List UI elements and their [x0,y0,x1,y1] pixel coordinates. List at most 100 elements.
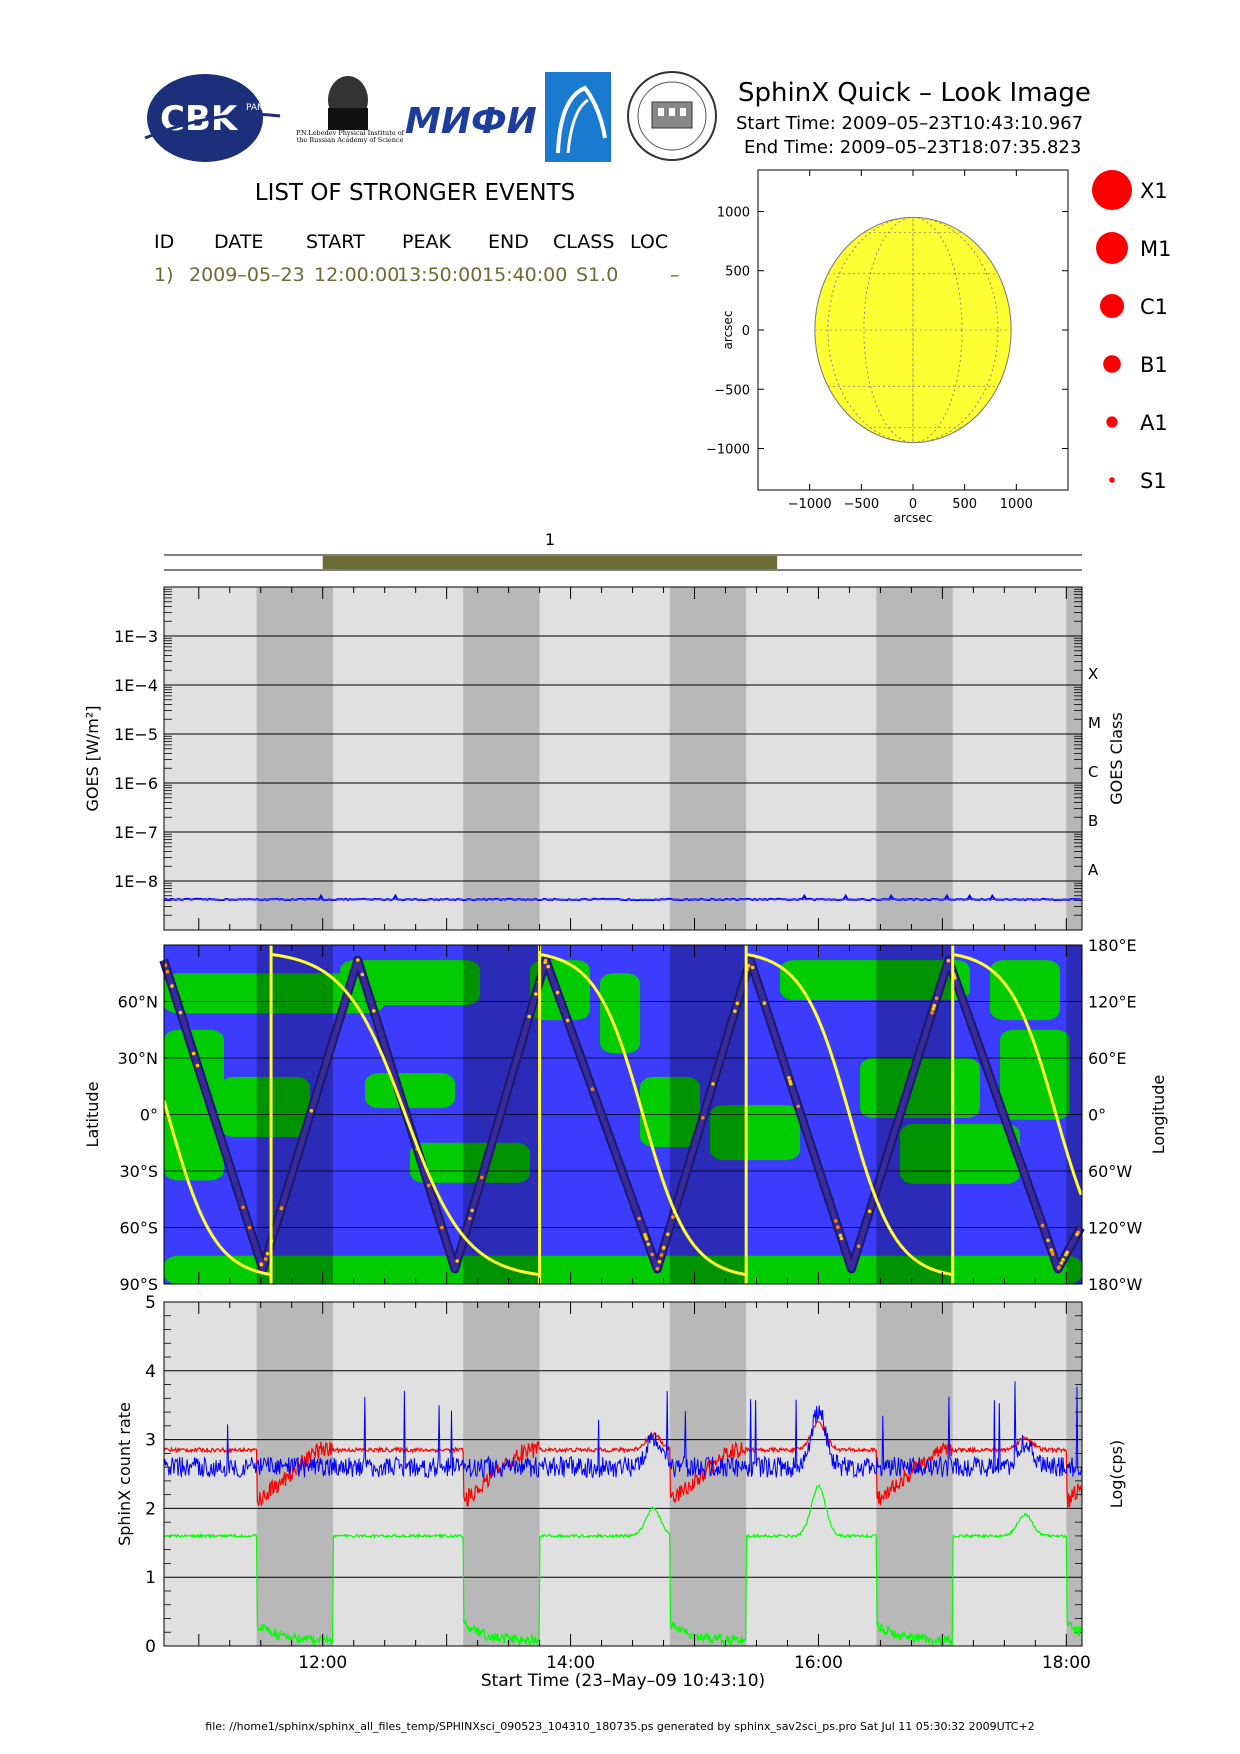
track-intensity-dot [671,1215,675,1219]
disk-ytick-label: −1000 [706,443,750,458]
legend-label: S1 [1140,469,1167,493]
cbk-logo: CBK PAN [144,74,281,162]
logos-svg: CBK PAN P.N.Lebedev Physical Institute o… [144,71,717,162]
track-intensity-dot [426,1183,431,1188]
track-intensity-dot [440,1225,444,1230]
map-land [410,1142,530,1183]
longitude-ylabel: Longitude [1149,1075,1168,1155]
track-intensity-dot [931,1007,935,1011]
goes-ylabel-right: GOES Class [1107,712,1126,804]
sphinx-shadow-band [669,1302,747,1646]
goes-frame [163,586,1083,931]
disk-ylabel: arcsec [721,311,735,350]
map-land [990,960,1060,1021]
track-intensity-dot [264,1257,268,1261]
sphinx-xlabel: Start Time (23–May–09 10:43:10) [481,1671,765,1691]
goes-shadow-band [1066,587,1082,930]
track-intensity-dot [356,958,360,962]
legend-dot [1100,294,1124,318]
latitude-tick-label: 90°S [119,1275,158,1294]
track-intensity-dot [241,1205,245,1210]
longitude-tick-label: 180°E [1088,936,1137,955]
track-intensity-dot [789,1082,793,1086]
track-intensity-dot [637,1216,641,1221]
track-intensity-dot [360,972,365,977]
track-intensity-dot [565,1018,570,1023]
goes-class-label: M [1088,714,1101,732]
legend-label: X1 [1140,179,1168,203]
track-intensity-dot [946,959,951,963]
sphinx-xtick-label: 16:00 [794,1653,843,1673]
col-start: START [306,231,365,253]
track-intensity-dot [750,965,755,970]
goes-ytick-label: 1E−3 [114,627,158,646]
end-time: End Time: 2009–05–23T18:07:35.823 [744,137,1082,158]
event-bar [322,556,778,569]
track-intensity-dot [170,984,174,988]
track-intensity-dot [932,1003,937,1008]
latitude-ylabel: Latitude [83,1082,102,1148]
sphinx-shadow-band [256,1302,334,1646]
event-id: 1) [154,264,174,286]
track-intensity-dot [195,1063,200,1068]
track-intensity-dot [534,992,538,996]
goes-class-label: B [1088,812,1098,830]
disk-xtick-label: 1000 [1000,497,1033,512]
track-intensity-dot [309,1109,314,1113]
goes-class-label: A [1088,861,1099,879]
sphinx-ylabel: SphinX count rate [115,1402,134,1546]
legend-dot [1092,170,1132,210]
sphinx-ytick-label: 0 [145,1637,156,1657]
track-intensity-dot [178,1010,183,1015]
longitude-tick-label: 60°E [1088,1049,1126,1068]
legend-label: M1 [1140,237,1171,261]
disk-xtick-label: −500 [843,497,879,512]
track-intensity-dot [1075,1232,1079,1237]
legend-label: B1 [1140,353,1168,377]
event-peak: 13:50:00 [397,264,483,286]
longitude-tick-label: 60°W [1088,1162,1132,1181]
track-intensity-dot [590,1087,595,1091]
track-intensity-dot [247,1226,252,1230]
map-land [600,973,640,1054]
track-intensity-dot [662,1245,666,1250]
track-intensity-dot [455,1259,460,1263]
sphinx-ytick-label: 1 [145,1568,156,1588]
disk-ytick-label: 1000 [717,205,750,220]
legend-dot [1096,232,1128,264]
page-title: SphinX Quick – Look Image [738,78,1091,108]
sphinx-xtick-label: 12:00 [298,1653,347,1673]
track-intensity-dot [1046,1238,1050,1243]
goes-shadow-band [876,587,953,930]
disk-longitude-line [827,217,999,443]
col-class: CLASS [553,231,615,253]
goes-ylabel: GOES [W/m²] [83,705,102,811]
latitude-tick-label: 30°S [119,1162,158,1181]
map-land [164,1029,224,1181]
disk-xtick-label: 0 [909,497,917,512]
arc-logo [545,72,611,162]
track-intensity-dot [934,996,939,1001]
track-intensity-dot [265,1251,270,1256]
col-peak: PEAK [402,231,451,253]
track-intensity-dot [856,1244,861,1248]
start-time: Start Time: 2009–05–23T10:43:10.967 [736,113,1084,134]
track-intensity-dot [470,1208,474,1213]
map-land [640,1076,700,1147]
disk-ytick-label: 0 [742,324,750,339]
track-intensity-dot [555,990,560,995]
track-intensity-dot [644,1237,649,1241]
goes-shadow-band [463,587,540,930]
map-land [220,1076,310,1137]
lebedev-logo: P.N.Lebedev Physical Institute of the Ru… [295,76,405,144]
track-intensity-dot [746,963,751,968]
map-land [340,960,480,1006]
lebedev-logo-text: P.N.Lebedev Physical Institute of the Ru… [295,130,405,144]
map-land [780,960,970,1001]
disk-ytick-label: 500 [725,265,750,280]
track-intensity-dot [930,1010,934,1015]
longitude-curve [952,953,1083,1196]
sphinx-ytick-label: 4 [145,1362,156,1382]
longitude-tick-label: 180°W [1088,1275,1143,1294]
